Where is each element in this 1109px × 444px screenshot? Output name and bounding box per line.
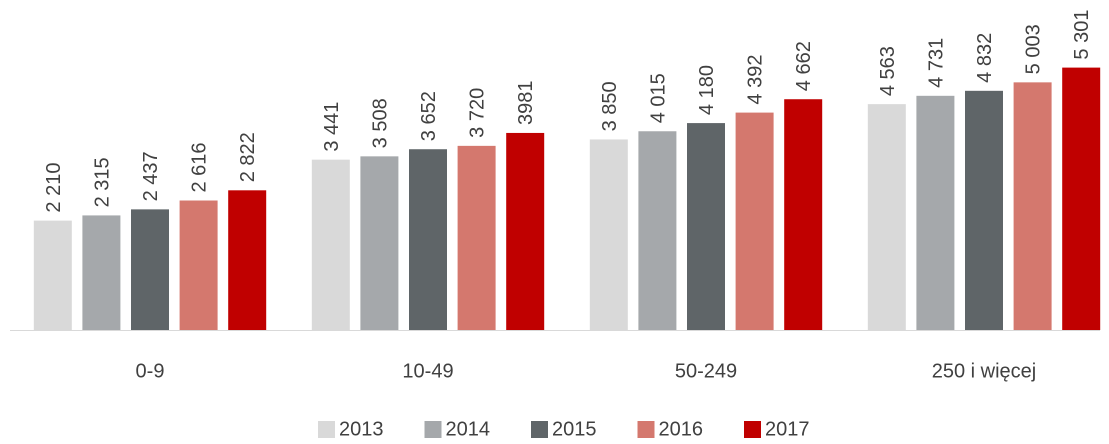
bar [506, 132, 545, 330]
value-label: 3 508 [369, 98, 391, 148]
bar [409, 149, 447, 330]
value-label: 3 720 [467, 88, 489, 138]
legend-swatch [637, 421, 655, 438]
legend-swatch [531, 421, 548, 438]
bar [179, 200, 218, 330]
bar [82, 215, 121, 330]
bar [1062, 67, 1101, 331]
bar [311, 159, 350, 330]
bar [867, 104, 906, 330]
bar [33, 220, 72, 330]
value-label: 3 652 [418, 91, 440, 141]
legend-swatch [744, 421, 761, 438]
value-label: 3 441 [321, 102, 343, 152]
value-label: 2 210 [43, 163, 65, 213]
value-label: 4 832 [974, 33, 996, 83]
x-tick-label: 50-249 [675, 360, 737, 382]
x-tick-label: 250 i więcej [932, 360, 1037, 382]
legend-swatch [424, 421, 442, 438]
bar [457, 145, 496, 330]
legend-label: 2013 [339, 418, 384, 439]
bar [638, 131, 677, 330]
bar [916, 95, 955, 331]
bar [1013, 82, 1052, 330]
legend-label: 2014 [446, 418, 491, 439]
value-label: 4 563 [877, 46, 899, 96]
value-label: 2 315 [91, 157, 113, 207]
value-label: 3981 [515, 80, 537, 125]
value-label: 4 392 [745, 55, 767, 105]
value-label: 5 003 [1023, 24, 1045, 74]
value-label: 5 301 [1071, 10, 1093, 60]
value-label: 4 662 [793, 41, 815, 91]
bar [687, 123, 725, 330]
value-label: 2 616 [189, 142, 211, 192]
bar [360, 156, 399, 330]
legend-swatch [318, 421, 335, 438]
bar [965, 90, 1003, 330]
value-label: 4 180 [696, 65, 718, 115]
value-label: 4 015 [647, 73, 669, 123]
value-label: 2 437 [140, 151, 162, 201]
legend-label: 2017 [765, 418, 810, 439]
legend-label: 2015 [552, 418, 597, 439]
value-label: 2 822 [237, 132, 259, 182]
value-label: 4 731 [925, 38, 947, 88]
bar [784, 99, 823, 330]
x-tick-label: 0-9 [136, 360, 165, 382]
bar [131, 209, 169, 330]
x-tick-label: 10-49 [402, 360, 453, 382]
bar [735, 112, 774, 330]
value-label: 3 850 [599, 81, 621, 131]
bar [589, 139, 628, 330]
bar [228, 190, 267, 330]
legend-label: 2016 [659, 418, 704, 439]
